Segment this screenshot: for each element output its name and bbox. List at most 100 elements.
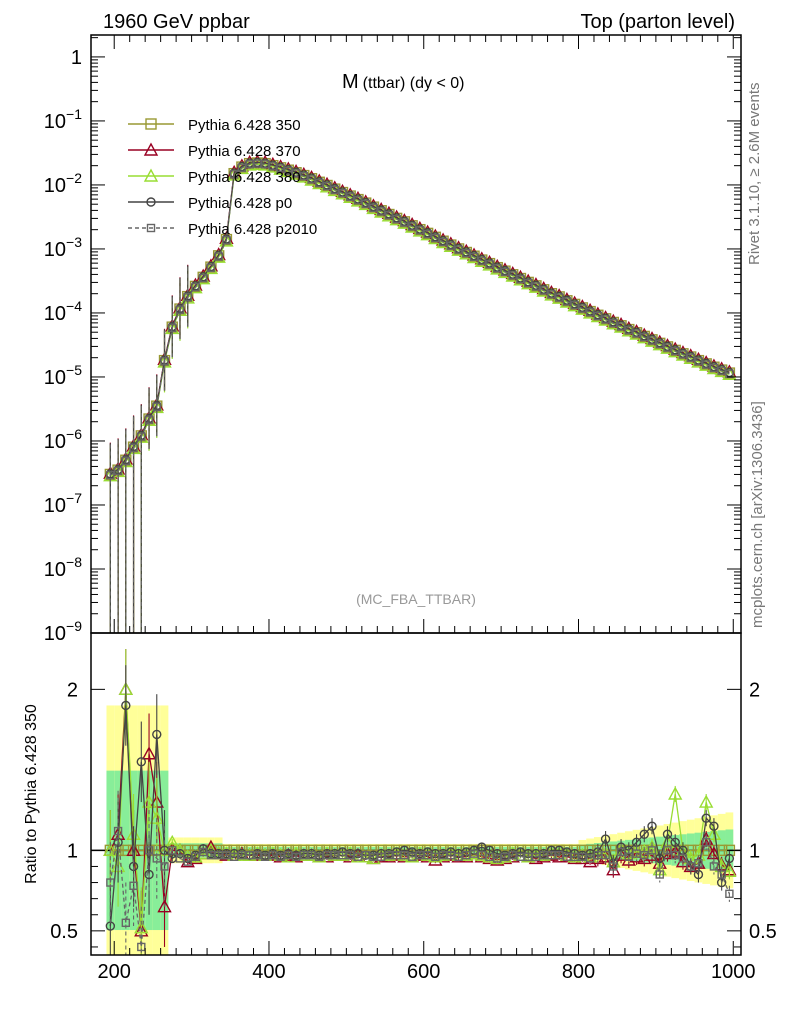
legend-label-4: Pythia 6.428 p2010: [188, 221, 317, 238]
ratio-point: [199, 847, 208, 857]
legend-marker-0: [145, 118, 157, 130]
series-point: [168, 323, 177, 332]
ratio-panel-frame: [90, 632, 742, 956]
analysis-watermark: (MC_FBA_TTBAR): [356, 591, 476, 607]
legend-marker-4: [146, 223, 156, 233]
ratio-point: [237, 850, 247, 860]
series-point: [152, 402, 161, 411]
ratio-point: [647, 846, 657, 855]
series-point: [330, 185, 339, 194]
series-point: [531, 282, 541, 291]
ratio-point: [724, 853, 735, 864]
ratio-point: [152, 729, 162, 740]
series-point: [222, 236, 231, 245]
ratio-point: [222, 850, 231, 860]
ratio-point: [121, 700, 131, 711]
series-point: [438, 237, 448, 247]
series-point: [160, 357, 169, 366]
legend-label-1: Pythia 6.428 370: [188, 143, 301, 160]
ratio-point: [668, 786, 683, 800]
ratio-panel-series: [91, 649, 741, 955]
ratio-point: [640, 850, 649, 860]
legend-marker-3: [146, 197, 156, 207]
ratio-point: [322, 850, 332, 860]
x-tick-label: 400: [252, 961, 285, 983]
series-point: [469, 252, 479, 262]
series-point: [376, 207, 386, 216]
ratio-point: [141, 746, 157, 760]
side-label-rivet: Rivet 3.1.10, ≥ 2.6M events: [746, 83, 763, 266]
ratio-point: [694, 859, 703, 868]
ratio-point: [152, 854, 161, 863]
series-point: [663, 343, 672, 352]
ratio-point: [670, 837, 680, 847]
y-tick-mantissa: 10: [44, 175, 66, 197]
series-point: [353, 196, 363, 205]
ratio-y-tick-label-right: 2: [749, 679, 760, 701]
ratio-point: [717, 870, 726, 879]
y-tick-label: 10−5: [44, 362, 82, 389]
series-point: [237, 163, 247, 172]
series-point: [144, 415, 154, 424]
ratio-point: [407, 852, 417, 861]
series-point: [183, 293, 192, 302]
ratio-point: [539, 850, 548, 860]
series-point: [446, 241, 456, 250]
y-tick-exponent: −9: [66, 618, 82, 634]
ratio-point: [662, 829, 673, 839]
series-point: [361, 199, 370, 208]
y-tick-label: 10−4: [44, 298, 82, 325]
ratio-point: [276, 852, 285, 861]
ratio-point: [245, 850, 254, 860]
main-panel-series: [103, 154, 737, 633]
side-label-mcplots: mcplots.cern.ch [arXiv:1306.3436]: [749, 401, 766, 628]
ratio-point: [616, 847, 626, 857]
y-tick-label: 10−6: [44, 426, 82, 453]
ratio-point: [384, 850, 394, 860]
series-point: [384, 210, 394, 220]
legend-marker-1: [143, 142, 159, 156]
series-point: [547, 290, 556, 299]
series-point: [245, 160, 254, 169]
ratio-point: [516, 852, 525, 861]
ratio-point: [330, 850, 339, 860]
legend-label-3: Pythia 6.428 p0: [188, 195, 292, 212]
ratio-point: [299, 850, 308, 860]
series-point: [624, 326, 633, 335]
series-point: [539, 286, 548, 295]
ratio-point: [392, 850, 401, 860]
ratio-point: [493, 854, 502, 863]
ratio-point: [346, 850, 355, 860]
ratio-point: [593, 850, 603, 860]
series-point: [175, 305, 185, 314]
ratio-point: [701, 813, 711, 823]
ratio-point: [136, 757, 146, 767]
plot-title-sub: (ttbar) (dy < 0): [363, 75, 465, 92]
series-point: [407, 222, 417, 231]
ratio-point: [554, 850, 564, 860]
ratio-point: [671, 850, 680, 860]
y-tick-exponent: −4: [66, 298, 82, 314]
series-point: [655, 339, 664, 349]
y-tick-mantissa: 10: [44, 559, 66, 581]
series-point: [647, 336, 657, 345]
ratio-point: [175, 854, 185, 863]
series-point: [299, 172, 308, 181]
ratio-point: [547, 850, 556, 860]
ratio-point: [149, 810, 164, 824]
ratio-y-tick-label: 1: [67, 840, 78, 862]
series-point: [431, 233, 440, 243]
ratio-point: [524, 852, 533, 861]
ratio-y-tick-label: 0.5: [50, 921, 78, 943]
ratio-point: [500, 852, 510, 861]
series-point: [369, 203, 378, 212]
ratio-point: [134, 920, 149, 934]
header-left: 1960 GeV ppbar: [103, 11, 250, 33]
series-point: [284, 166, 293, 176]
ratio-point: [709, 862, 719, 871]
series-point: [415, 226, 425, 235]
ratio-point: [137, 942, 146, 952]
ratio-point: [284, 850, 293, 860]
ratio-point: [678, 854, 688, 863]
